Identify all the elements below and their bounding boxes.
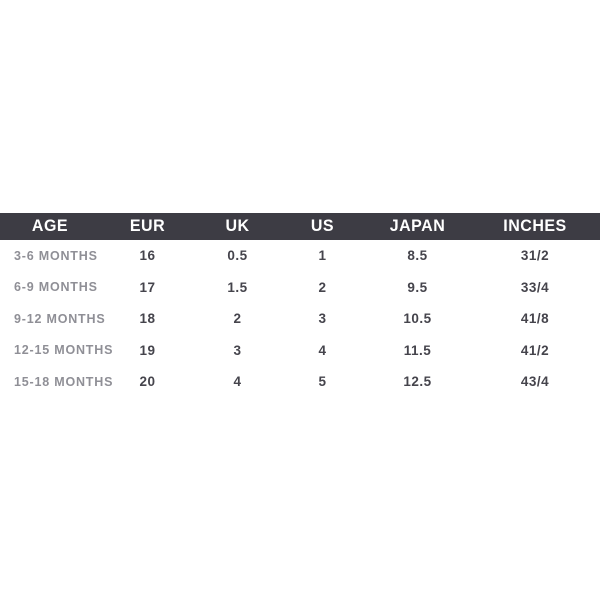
cell-japan: 12.5 — [403, 374, 432, 390]
cell-uk: 0.5 — [227, 248, 248, 264]
row-label: 12-15 MONTHS — [14, 343, 114, 358]
cell-inches: 41/8 — [520, 311, 550, 327]
column-header-age: AGE — [31, 217, 69, 235]
column-header-eur: EUR — [129, 217, 166, 235]
cell-japan: 9.5 — [407, 279, 428, 295]
cell-japan: 8.5 — [407, 248, 428, 264]
row-label: 15-18 MONTHS — [14, 374, 114, 389]
size-table: AGE EUR UK US JAPAN INCHES 3-6 MONTHS 16 0.5 1 8.… — [0, 213, 600, 398]
cell-uk: 3 — [233, 342, 242, 358]
table-row: 3-6 MONTHS 16 0.5 1 8.5 31/2 — [0, 240, 600, 272]
cell-eur: 19 — [139, 342, 156, 358]
column-header-us: US — [310, 217, 335, 235]
cell-uk: 2 — [233, 311, 242, 327]
row-label: 3-6 MONTHS — [14, 248, 98, 263]
cell-eur: 18 — [139, 311, 156, 327]
cell-us: 5 — [318, 374, 327, 390]
cell-inches: 33/4 — [520, 279, 550, 295]
cell-uk: 4 — [233, 374, 242, 390]
column-header-inches: INCHES — [503, 217, 567, 235]
size-table-header: AGE EUR UK US JAPAN INCHES — [0, 213, 600, 240]
cell-us: 1 — [318, 248, 327, 264]
cell-eur: 17 — [139, 279, 156, 295]
cell-japan: 11.5 — [403, 342, 432, 358]
table-row: 15-18 MONTHS 20 4 5 12.5 43/4 — [0, 366, 600, 398]
row-label: 6-9 MONTHS — [14, 280, 98, 295]
row-label: 9-12 MONTHS — [14, 311, 106, 326]
column-header-japan: JAPAN — [389, 217, 446, 235]
table-row: 6-9 MONTHS 17 1.5 2 9.5 33/4 — [0, 272, 600, 304]
cell-us: 3 — [318, 311, 327, 327]
cell-japan: 10.5 — [403, 311, 432, 327]
cell-eur: 20 — [139, 374, 156, 390]
cell-inches: 43/4 — [520, 374, 550, 390]
cell-eur: 16 — [139, 248, 156, 264]
column-header-uk: UK — [225, 217, 250, 235]
cell-us: 2 — [318, 279, 327, 295]
size-table-body: 3-6 MONTHS 16 0.5 1 8.5 31/2 6-9 MONTHS 17 1.5 2 9… — [0, 240, 600, 398]
cell-inches: 31/2 — [520, 248, 550, 264]
cell-uk: 1.5 — [227, 279, 248, 295]
table-row: 9-12 MONTHS 18 2 3 10.5 41/8 — [0, 303, 600, 335]
cell-inches: 41/2 — [520, 342, 550, 358]
table-row: 12-15 MONTHS 19 3 4 11.5 41/2 — [0, 335, 600, 367]
cell-us: 4 — [318, 342, 327, 358]
